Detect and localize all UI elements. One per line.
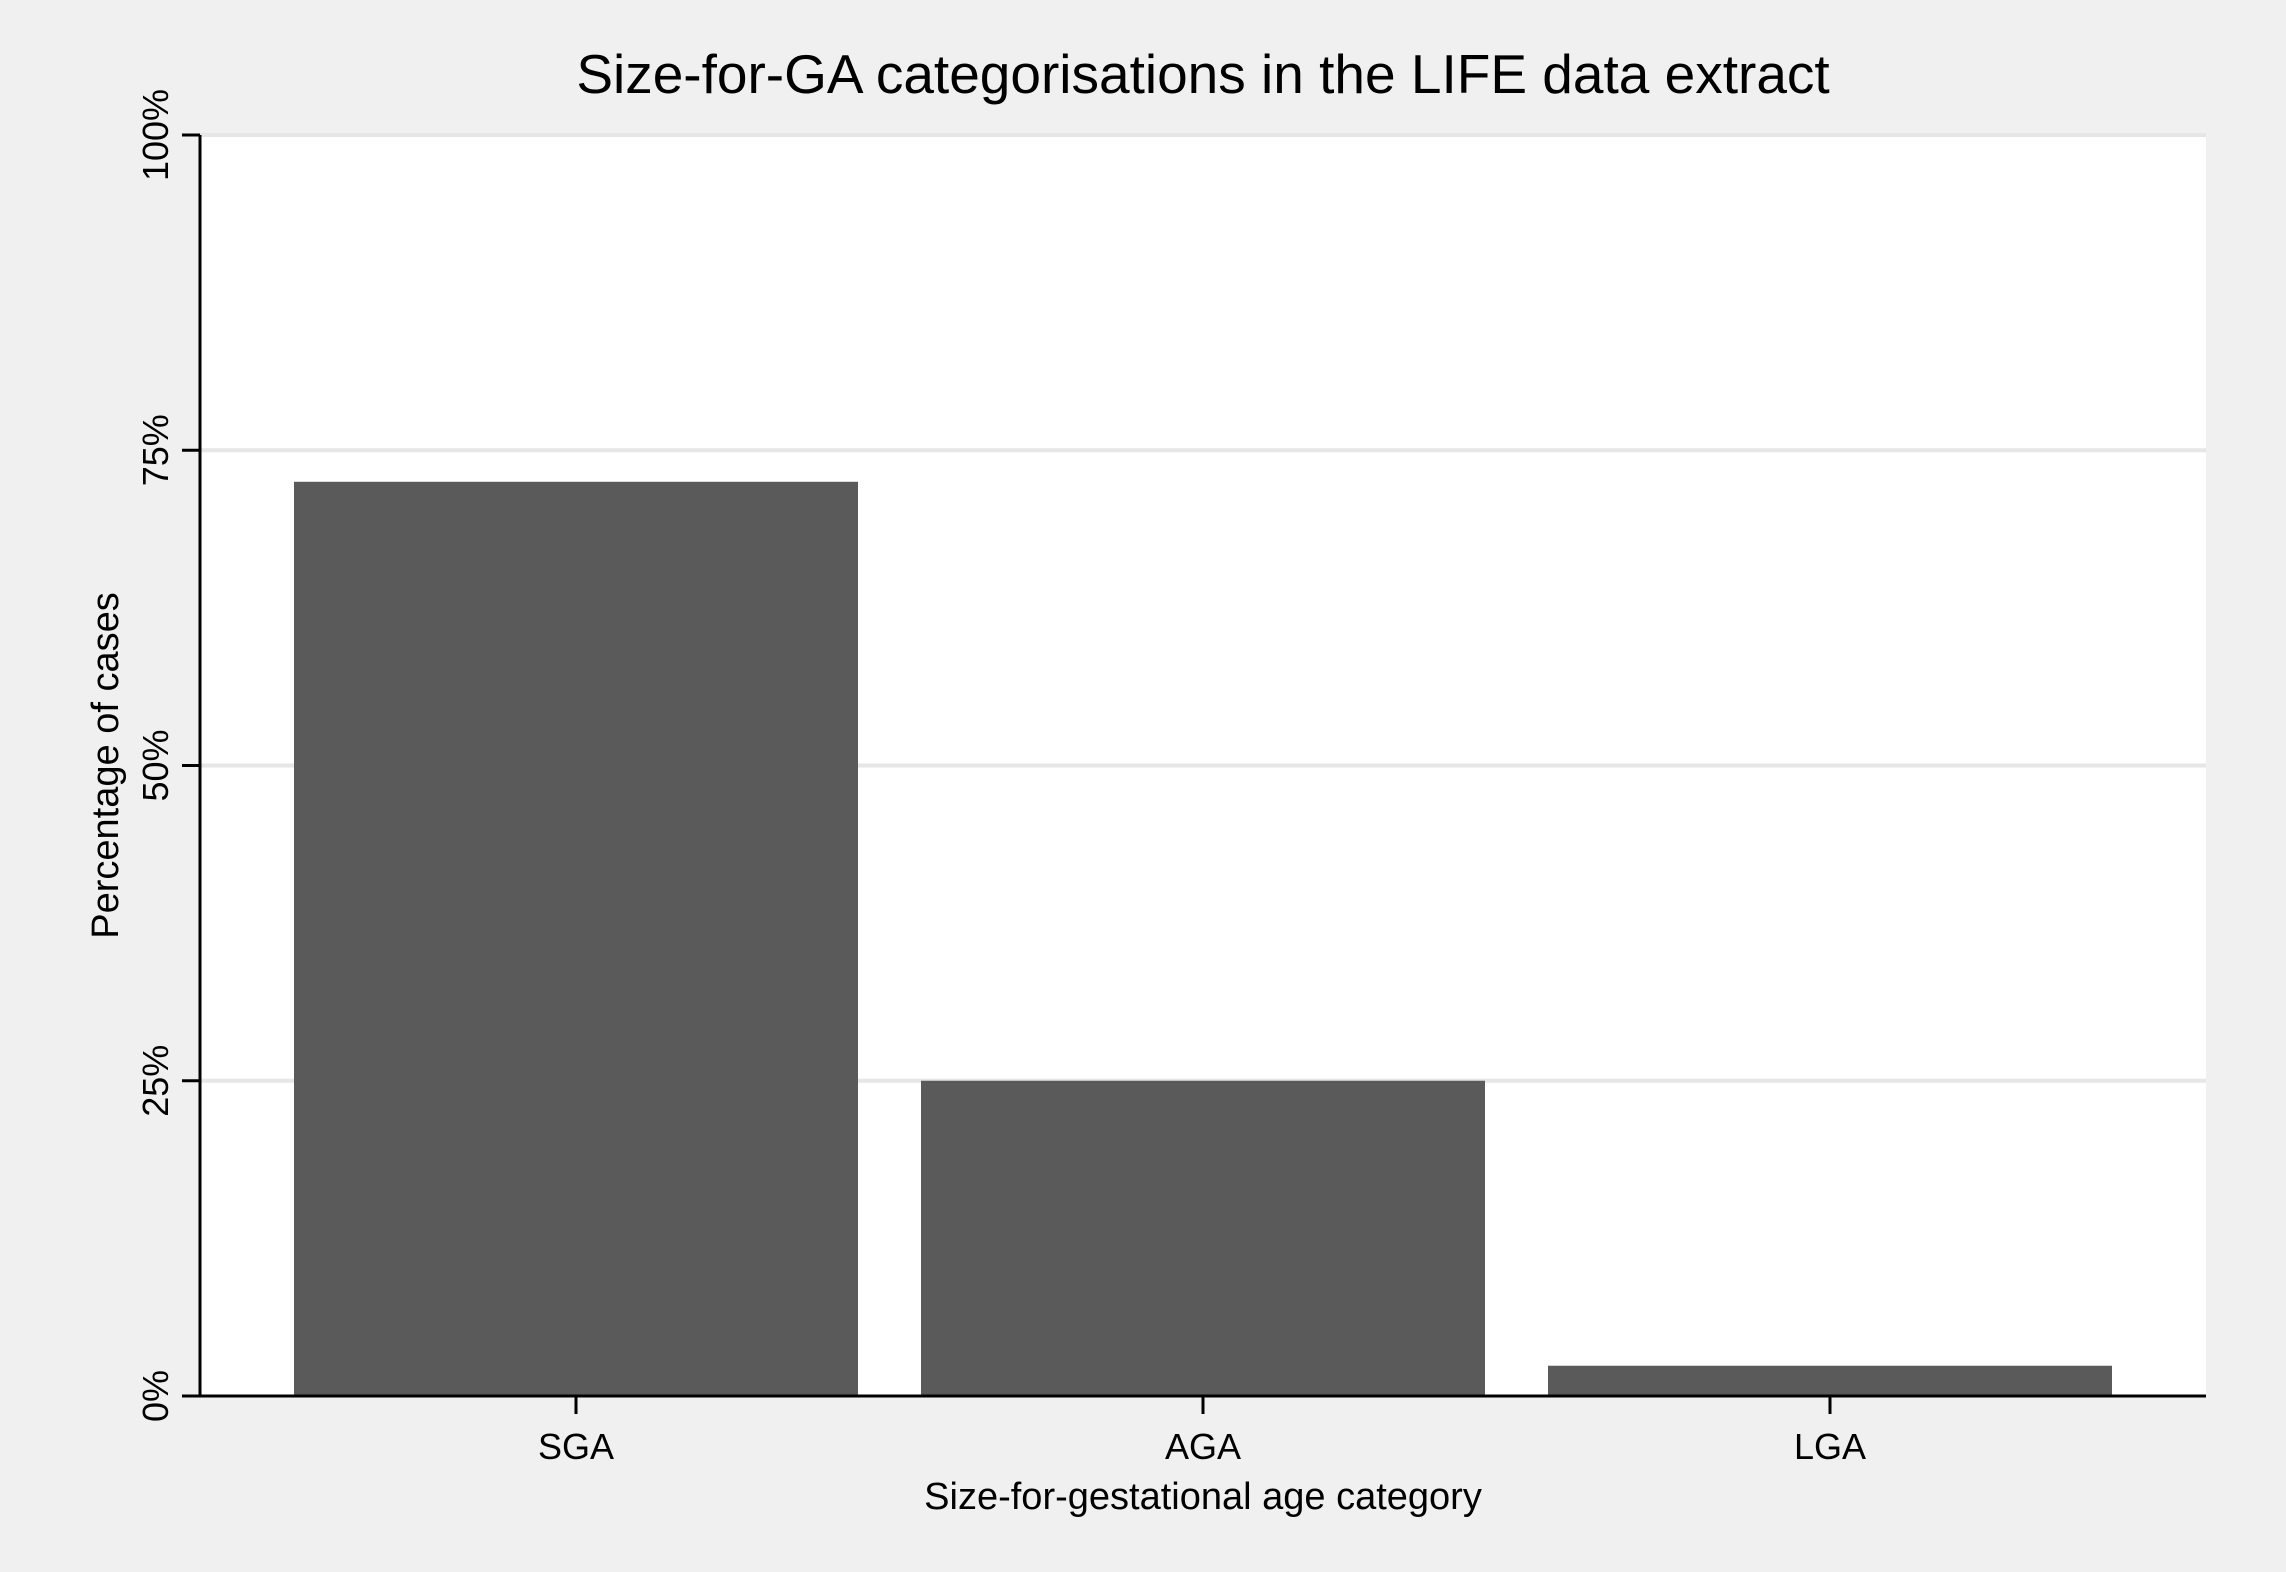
- y-tick-label: 100%: [135, 89, 176, 181]
- bar-sga: [294, 481, 858, 1396]
- bar-aga: [921, 1080, 1485, 1396]
- bars: [294, 481, 2112, 1396]
- y-tick-label: 25%: [135, 1045, 176, 1117]
- y-tick-label: 0%: [135, 1370, 176, 1422]
- bar-lga: [1548, 1365, 2112, 1396]
- x-axis-title: Size-for-gestational age category: [924, 1476, 1482, 1518]
- y-tick-label: 75%: [135, 414, 176, 486]
- y-tick-label: 50%: [135, 729, 176, 801]
- x-tick-label-sga: SGA: [538, 1426, 614, 1467]
- y-axis-title: Percentage of cases: [85, 592, 127, 938]
- chart-title: Size-for-GA categorisations in the LIFE …: [576, 43, 1829, 105]
- x-tick-label-aga: AGA: [1165, 1426, 1241, 1467]
- x-tick-label-lga: LGA: [1794, 1426, 1866, 1467]
- axes: [182, 133, 2206, 1414]
- y-tick-labels: 0% 25% 50% 75% 100%: [135, 89, 176, 1422]
- x-tick-labels: SGA AGA LGA: [538, 1426, 1866, 1467]
